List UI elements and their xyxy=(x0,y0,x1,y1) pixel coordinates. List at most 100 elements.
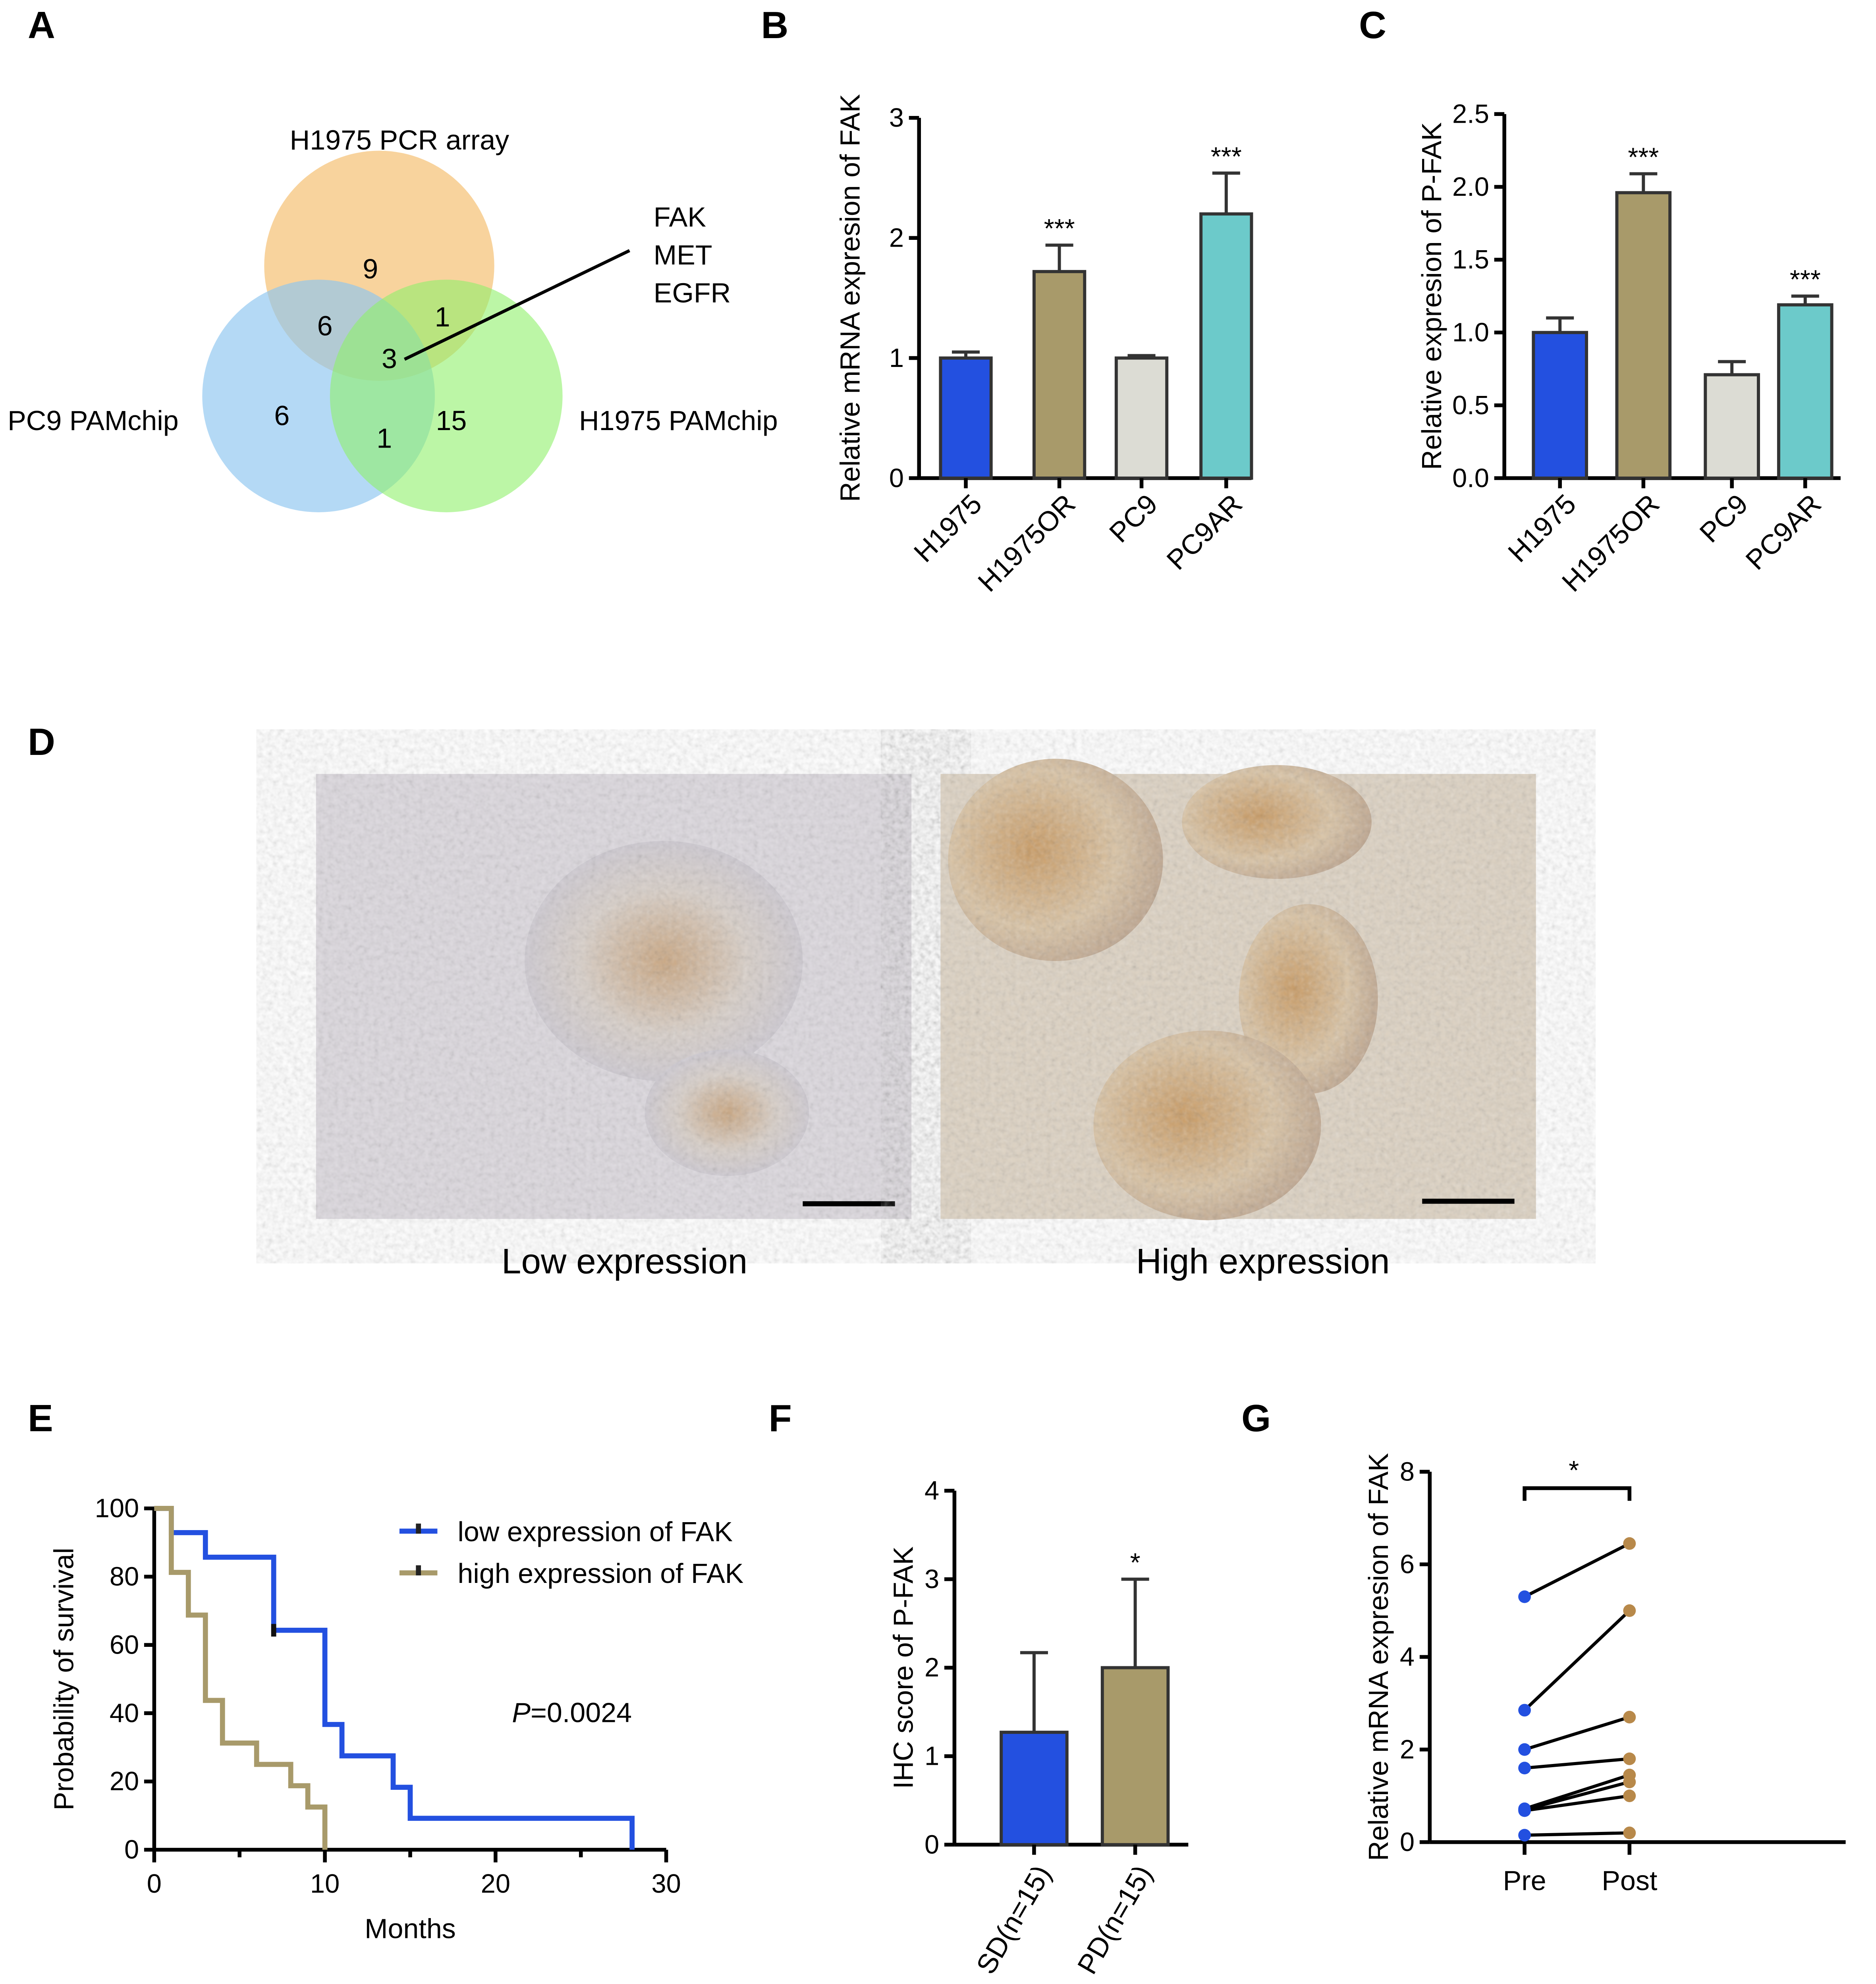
y-tick-label: 2.5 xyxy=(1452,99,1489,129)
km-curve-high xyxy=(154,1506,328,1850)
y-tick-label: 0 xyxy=(924,1830,939,1859)
venn-label-pc9-pamchip: PC9 PAMchip xyxy=(8,405,179,436)
ihc-low-image xyxy=(316,774,912,1219)
y-tick-label: 3 xyxy=(924,1564,939,1594)
bar-pc9 xyxy=(1704,373,1760,480)
panel-label-b: B xyxy=(761,4,788,46)
y-axis-label: IHC score of P-FAK xyxy=(888,1546,919,1789)
ihc-high-caption: High expression xyxy=(1136,1241,1390,1281)
point-post xyxy=(1623,1711,1636,1723)
ihc-low-caption: Low expression xyxy=(502,1241,747,1281)
bar-h1975or xyxy=(1615,191,1672,480)
pair-line xyxy=(1524,1773,1630,1810)
point-post xyxy=(1623,1752,1636,1765)
y-tick-label: 100 xyxy=(95,1494,139,1523)
point-pre xyxy=(1518,1804,1531,1817)
legend-censor-mark xyxy=(416,1565,421,1576)
x-tick-label: 30 xyxy=(651,1869,681,1899)
x-tick-label: PC9AR xyxy=(1740,488,1827,575)
x-tick-label: PC9 xyxy=(1103,488,1163,548)
y-axis-label: Relative mRNA expresion of FAK xyxy=(1363,1453,1394,1861)
y-tick-label: 1.5 xyxy=(1452,245,1489,274)
x-tick-label: H1975 xyxy=(908,488,988,568)
pair-line xyxy=(1524,1794,1630,1812)
point-pre xyxy=(1518,1762,1531,1775)
y-tick-label: 2 xyxy=(889,223,904,253)
venn-count: 3 xyxy=(382,343,397,374)
bar-h1975 xyxy=(1532,331,1588,480)
point-pre xyxy=(1518,1590,1531,1603)
point-post xyxy=(1623,1776,1636,1789)
callout-gene-egfr: EGFR xyxy=(654,278,731,309)
venn-count: 1 xyxy=(376,423,392,454)
venn-count: 6 xyxy=(274,400,290,431)
venn-callout-line xyxy=(403,249,631,361)
bar-h1975or xyxy=(1032,270,1087,480)
significance-marker: *** xyxy=(1790,265,1821,295)
venn-count: 15 xyxy=(436,405,467,436)
y-tick-label: 0 xyxy=(1400,1827,1415,1857)
venn-label-pcr-array: H1975 PCR array xyxy=(290,124,510,155)
x-tick-label: PC9 xyxy=(1694,488,1754,548)
chart-f: 0 1 2 3 4 IHC score of P-FAK SD(n=15) * PD(n=15) xyxy=(888,1476,1189,1979)
y-tick-label: 40 xyxy=(110,1698,139,1728)
significance-marker: * xyxy=(1130,1548,1141,1578)
p-value-annotation-box: P=0.0024 xyxy=(512,1696,632,1729)
x-tick-label: PD(n=15) xyxy=(1071,1860,1158,1979)
ihc-high-image xyxy=(940,758,1536,1220)
x-tick-label: H1975OR xyxy=(972,488,1081,597)
venn-circle-h1975-pamchip xyxy=(330,280,563,512)
panel-label-d: D xyxy=(28,721,55,763)
significance-marker: *** xyxy=(1044,214,1075,243)
y-tick-label: 4 xyxy=(1400,1642,1415,1672)
point-pre xyxy=(1518,1829,1531,1842)
y-tick-label: 0.0 xyxy=(1452,463,1489,493)
y-tick-label: 2.0 xyxy=(1452,172,1489,202)
bar-sd-n-15- xyxy=(1000,1731,1069,1847)
x-axis-label: Months xyxy=(365,1913,456,1944)
x-tick-label: 0 xyxy=(147,1869,162,1899)
bar-pd-n-15- xyxy=(1100,1666,1170,1847)
legend-label: low expression of FAK xyxy=(457,1516,733,1547)
pair-line xyxy=(1524,1780,1630,1811)
bar-h1975 xyxy=(939,356,993,480)
y-tick-label: 4 xyxy=(924,1476,939,1505)
point-pre xyxy=(1518,1704,1531,1717)
y-tick-label: 60 xyxy=(110,1630,139,1660)
y-axis-label: Relative expresion of P-FAK xyxy=(1416,122,1447,470)
y-tick-label: 2 xyxy=(924,1653,939,1683)
callout-gene-met: MET xyxy=(654,239,712,270)
x-tick-label: SD(n=15) xyxy=(970,1860,1057,1979)
significance-marker: * xyxy=(1569,1455,1579,1485)
y-axis-label: Probability of survival xyxy=(48,1548,79,1810)
y-tick-label: 0.5 xyxy=(1452,390,1489,420)
venn-count: 1 xyxy=(435,301,450,332)
venn-diagram: H1975 PCR array PC9 PAMchip H1975 PAMchi… xyxy=(8,124,778,512)
x-tick-label: 20 xyxy=(481,1869,510,1899)
y-tick-label: 20 xyxy=(110,1766,139,1796)
point-post xyxy=(1623,1537,1636,1550)
legend-censor-mark xyxy=(416,1523,421,1534)
panel-label-e: E xyxy=(28,1397,53,1440)
panel-label-a: A xyxy=(28,4,55,46)
x-tick-label: H1975 xyxy=(1502,488,1582,568)
y-tick-label: 3 xyxy=(889,103,904,133)
p-value-annotation: P=0.0024 xyxy=(512,1696,632,1729)
y-tick-label: 6 xyxy=(1400,1550,1415,1579)
callout-gene-fak: FAK xyxy=(654,202,706,233)
x-tick-label: Post xyxy=(1602,1865,1657,1896)
legend-label: high expression of FAK xyxy=(457,1558,743,1589)
venn-label-h1975-pamchip: H1975 PAMchip xyxy=(579,405,778,436)
y-tick-label: 1.0 xyxy=(1452,318,1489,347)
y-tick-label: 1 xyxy=(889,343,904,373)
significance-bracket xyxy=(1523,1486,1632,1501)
point-post xyxy=(1623,1789,1636,1803)
y-tick-label: 0 xyxy=(124,1835,139,1864)
y-tick-label: 2 xyxy=(1400,1735,1415,1764)
bar-pc9ar xyxy=(1777,303,1834,480)
panel-label-g: G xyxy=(1241,1397,1271,1440)
pair-line xyxy=(1523,1609,1631,1712)
panel-label-f: F xyxy=(768,1397,791,1440)
